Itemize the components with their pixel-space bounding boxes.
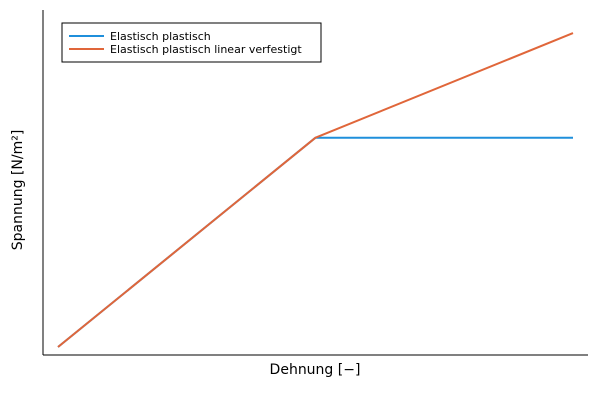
- x-axis-label: Dehnung [−]: [270, 362, 361, 378]
- series-layer: [57, 32, 574, 348]
- legend-box: [61, 22, 322, 63]
- legend-label: Elastisch plastisch: [110, 30, 211, 43]
- series-line-0: [57, 136, 573, 348]
- y-axis-label: Spannung [N/m²]: [10, 130, 26, 251]
- legend-label: Elastisch plastisch linear verfestigt: [110, 43, 302, 56]
- legend: Elastisch plastisch Elastisch plastisch …: [61, 22, 322, 63]
- series-line-1: [57, 32, 574, 348]
